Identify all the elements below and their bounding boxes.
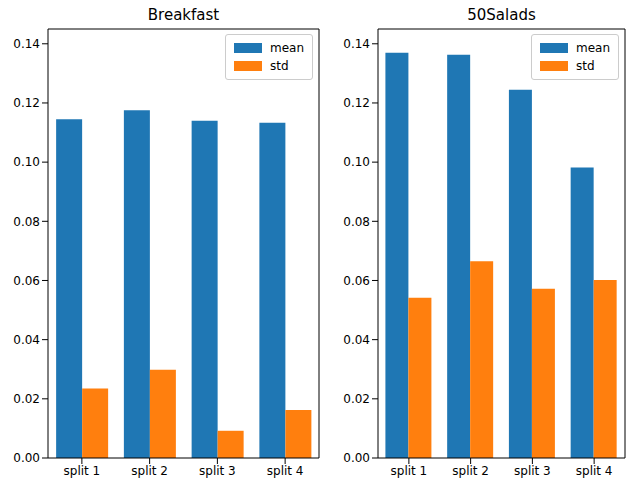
svg-text:0.00: 0.00 (343, 451, 370, 465)
html-text:std: std (270, 59, 289, 73)
svg-text:0.06: 0.06 (343, 274, 370, 288)
svg-text:split 2: split 2 (452, 464, 489, 478)
html-text:50Salads: 50Salads (467, 6, 536, 24)
html-text:Breakfast: Breakfast (147, 6, 220, 24)
svg-text:0.02: 0.02 (13, 392, 40, 406)
svg-text:split 2: split 2 (131, 464, 168, 478)
svg-text:0.12: 0.12 (343, 96, 370, 110)
svg-text:0.10: 0.10 (13, 155, 40, 169)
svg-text:0.08: 0.08 (343, 215, 370, 229)
svg-text:0.14: 0.14 (13, 37, 40, 51)
svg-text:0.00: 0.00 (13, 451, 40, 465)
svg-text:0.06: 0.06 (13, 274, 40, 288)
html-text:mean: mean (576, 41, 610, 55)
svg-text:split 4: split 4 (576, 464, 613, 478)
svg-text:0.10: 0.10 (343, 155, 370, 169)
svg-text:0.12: 0.12 (13, 96, 40, 110)
svg-text:split 1: split 1 (64, 464, 101, 478)
svg-text:0.04: 0.04 (343, 333, 370, 347)
svg-text:0.08: 0.08 (13, 215, 40, 229)
svg-text:split 4: split 4 (267, 464, 304, 478)
svg-text:split 1: split 1 (391, 464, 428, 478)
svg-text:split 3: split 3 (514, 464, 551, 478)
svg-text:0.02: 0.02 (343, 392, 370, 406)
html-text:std: std (576, 59, 595, 73)
html-text:mean: mean (270, 41, 304, 55)
svg-text:0.04: 0.04 (13, 333, 40, 347)
svg-text:split 3: split 3 (199, 464, 236, 478)
svg-text:0.14: 0.14 (343, 37, 370, 51)
